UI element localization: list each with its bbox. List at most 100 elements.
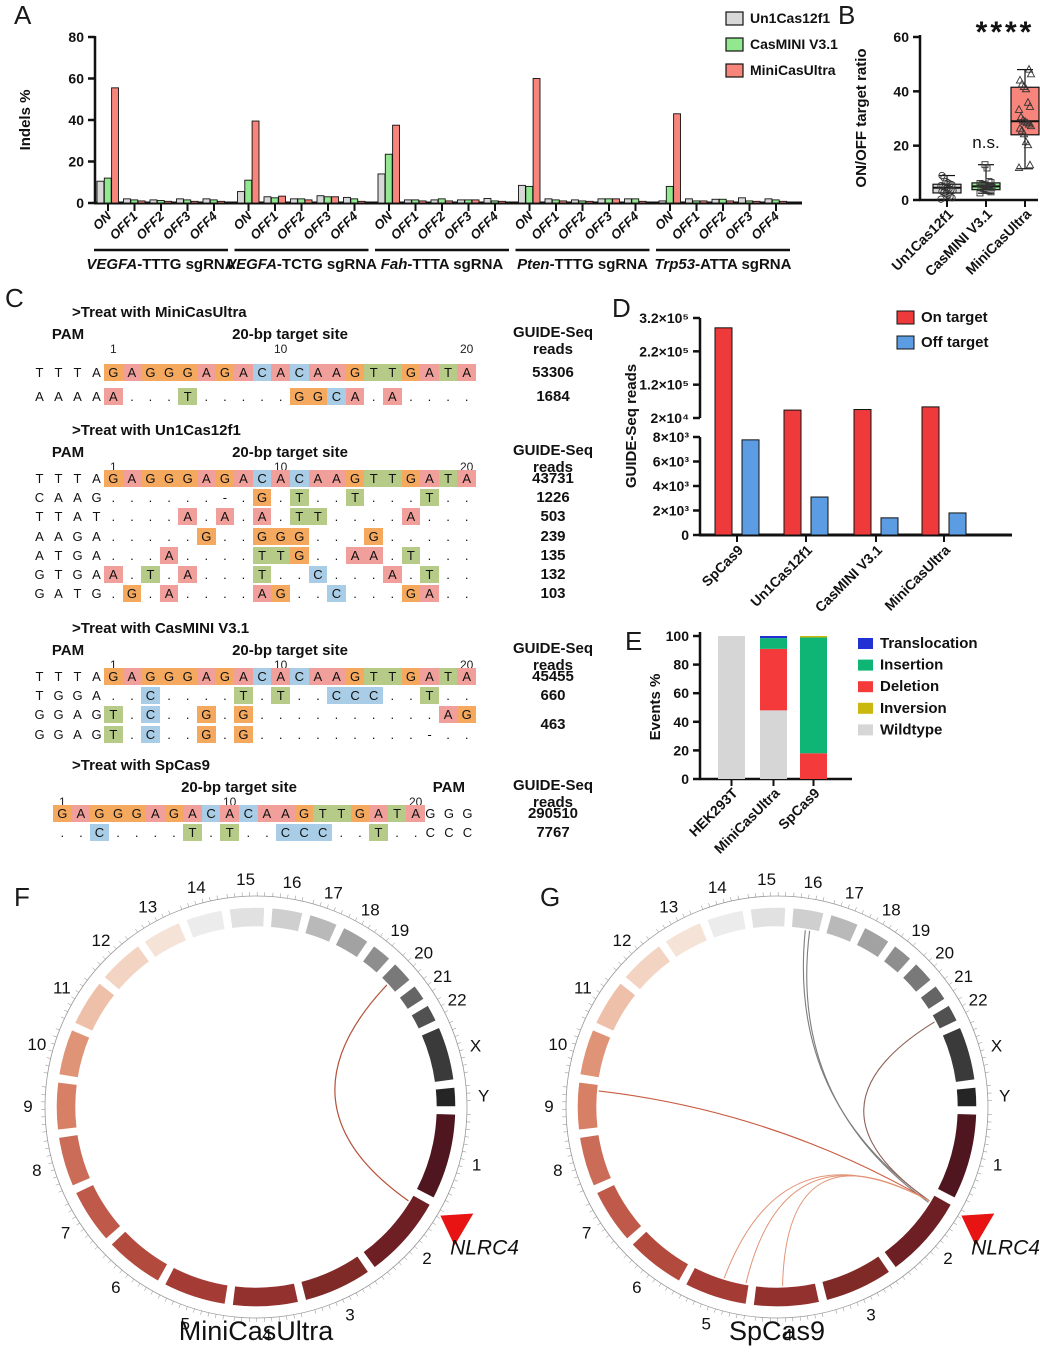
- circos-chromosome-label: 19: [911, 921, 930, 940]
- circos-translocation-link: [745, 1175, 930, 1284]
- line: [381, 1276, 385, 1280]
- line: [286, 1315, 288, 1320]
- e-legend-swatch-Translocation: [858, 638, 873, 649]
- line: [144, 1287, 147, 1291]
- d-on-target-bar: [783, 409, 802, 536]
- line: [349, 1296, 352, 1300]
- circos-chromosome-label: 18: [882, 901, 901, 920]
- line: [437, 997, 442, 1000]
- line: [623, 956, 627, 960]
- line: [634, 945, 638, 950]
- a-bar-CasMINI V3.1: [244, 179, 253, 204]
- line: [207, 1312, 210, 1317]
- a-bar-Un1Cas12f1: [685, 198, 693, 204]
- line: [601, 1228, 606, 1232]
- line: [412, 963, 417, 967]
- circos-chromosome-arc: [57, 1133, 92, 1188]
- line: [901, 933, 904, 937]
- circos-title: SpCas9: [729, 1316, 825, 1346]
- a-bar-Un1Cas12f1: [430, 199, 439, 204]
- line: [461, 1056, 466, 1059]
- line: [419, 1240, 423, 1244]
- circos-chromosome-label: 22: [969, 991, 988, 1010]
- e-segment-Deletion: [760, 648, 787, 711]
- d-x-tick-label: MiniCasUltra: [881, 542, 953, 614]
- b-point: [1020, 116, 1030, 125]
- line: [348, 913, 351, 918]
- a-bar-CasMINI V3.1: [384, 153, 393, 204]
- a-bar-CasMINI V3.1: [411, 199, 420, 204]
- e-segment-Translocation: [760, 636, 787, 639]
- line: [464, 1136, 469, 1138]
- a-bar-MiniCasUltra: [752, 200, 761, 204]
- line: [634, 1265, 638, 1269]
- a-bar-CasMINI V3.1: [665, 185, 674, 204]
- e-segment-Inversion: [800, 636, 827, 638]
- line: [978, 1042, 983, 1044]
- circos-chromosome-arc: [269, 906, 305, 933]
- circos-chromosome-label: 11: [574, 978, 592, 997]
- line: [380, 933, 383, 937]
- circos-chromosome-label: 8: [32, 1161, 41, 1180]
- line: [312, 899, 315, 904]
- b-point: [1015, 123, 1025, 132]
- a-bar-Un1Cas12f1: [343, 196, 351, 204]
- b-box-MiniCasUltra: [1010, 86, 1040, 136]
- line: [944, 976, 948, 979]
- line: [457, 1042, 462, 1044]
- line: [581, 1016, 586, 1019]
- circos-chromosome-arc: [578, 1133, 613, 1188]
- a-bar-CasMINI V3.1: [323, 196, 332, 204]
- line: [984, 1143, 989, 1145]
- line: [600, 983, 605, 987]
- a-bar-CasMINI V3.1: [103, 177, 112, 204]
- line: [640, 940, 644, 945]
- line: [576, 1028, 581, 1031]
- b-ns-annotation: n.s.: [972, 133, 999, 152]
- line: [714, 1308, 716, 1313]
- line: [362, 1289, 365, 1293]
- line: [628, 950, 632, 955]
- line: [564, 1140, 569, 1142]
- circos-chromosome-label: 6: [111, 1278, 120, 1297]
- line: [367, 924, 371, 929]
- line: [847, 904, 850, 909]
- line: [432, 1222, 437, 1225]
- circos-chromosome-arc: [684, 1266, 751, 1306]
- circos-chromosome-arc: [752, 1282, 821, 1308]
- line: [135, 928, 138, 933]
- e-segment-Wildtype: [718, 636, 745, 779]
- line: [441, 1003, 445, 1006]
- line: [743, 1315, 745, 1320]
- b-y-axis-title: ON/OFF target ratio: [853, 48, 870, 187]
- b-y-tick-label: 20: [893, 138, 909, 154]
- line: [646, 936, 649, 940]
- b-point: [937, 181, 945, 190]
- circos-chromosome-arc: [749, 906, 787, 930]
- line: [423, 976, 427, 979]
- a-bar-MiniCasUltra: [726, 200, 734, 204]
- a-bar-MiniCasUltra: [673, 113, 681, 204]
- line: [193, 1308, 195, 1313]
- line: [387, 1271, 391, 1276]
- b-point: [985, 178, 993, 185]
- a-y-axis-title: Indels %: [17, 90, 34, 151]
- b-point: [1017, 79, 1027, 88]
- line: [737, 895, 739, 900]
- circos-chromosome-label: 10: [548, 1035, 567, 1054]
- line: [646, 1274, 650, 1279]
- line: [822, 897, 825, 902]
- b-y-tick-label: 60: [893, 29, 909, 45]
- a-bar-MiniCasUltra: [331, 196, 339, 204]
- a-bar-MiniCasUltra: [418, 200, 427, 204]
- a-legend-label: CasMINI V3.1: [750, 36, 838, 52]
- line: [930, 1251, 934, 1255]
- line: [294, 895, 296, 900]
- line: [571, 1169, 576, 1172]
- circos-chromosome-arc: [941, 1026, 976, 1084]
- line: [113, 1265, 117, 1269]
- line: [923, 952, 927, 956]
